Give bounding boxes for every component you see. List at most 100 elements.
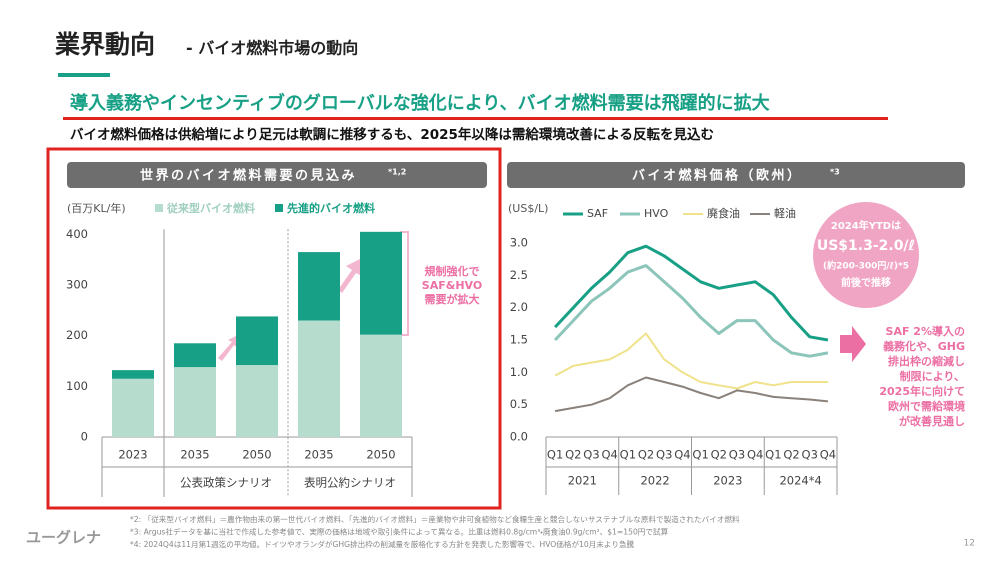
chart-header [507, 162, 965, 188]
bar-segment [174, 343, 216, 368]
legend-swatch [155, 204, 163, 212]
bar-segment [112, 370, 154, 379]
x-tick-label: 2035 [304, 448, 333, 462]
x-tick-label: Q1 [620, 448, 636, 462]
x-tick-label: Q3 [656, 448, 672, 462]
bar-segment [360, 334, 402, 437]
bar-segment [174, 367, 216, 437]
annotation: 2025年に向けて [879, 384, 965, 398]
footnote: *2: 「従来型バイオ燃料」＝農作物由来の第一世代バイオ燃料、「先進的バイオ燃料… [130, 514, 740, 524]
y-tick-label: 100 [66, 379, 88, 393]
callout-text: US$1.3-2.0/ℓ [817, 238, 915, 254]
x-group-label: 表明公約シナリオ [304, 476, 396, 490]
y-tick-label: 0.0 [510, 430, 528, 444]
x-tick-label: Q2 [565, 448, 581, 462]
y-axis-label: (US$/L) [508, 202, 548, 215]
legend-label: 従来型バイオ燃料 [166, 201, 255, 215]
annotation: 需要が拡大 [425, 292, 480, 306]
legend-label: HVO [644, 207, 669, 220]
chart-header [67, 162, 487, 188]
y-tick-label: 1.5 [510, 333, 528, 347]
annotation: SAF&HVO [422, 279, 482, 292]
annotation: が改善見通し [899, 414, 965, 428]
subheadline: バイオ燃料価格は供給増により足元は軟調に推移するも、2025年以降は需給環境改善… [70, 126, 714, 143]
callout-text: (約200-300円/ℓ)*5 [823, 260, 909, 272]
bracket [400, 231, 409, 336]
highlight-box [46, 147, 502, 510]
headline-underline [63, 117, 888, 120]
callout-circle [813, 202, 919, 308]
price-line [554, 264, 829, 358]
chart-title: 世界のバイオ燃料需要の見込み [140, 168, 357, 184]
headline: 導入義務やインセンティブのグローバルな強化により、バイオ燃料需要は飛躍的に拡大 [70, 92, 770, 114]
bar-segment [298, 320, 340, 437]
x-tick-label: Q4 [601, 448, 617, 462]
y-tick-label: 200 [66, 328, 88, 342]
x-tick-label: Q3 [802, 448, 818, 462]
chart-title: バイオ燃料価格（欧州） [632, 168, 803, 184]
x-tick-label: Q2 [783, 448, 799, 462]
callout-arrow [840, 326, 866, 362]
x-tick-label: 2035 [180, 448, 209, 462]
x-tick-label: 2023 [118, 448, 147, 462]
bar-segment [298, 252, 340, 321]
price-line [554, 332, 828, 390]
x-tick-label: Q4 [674, 448, 690, 462]
x-group-label: 2024*4 [779, 474, 821, 488]
y-tick-label: 1.0 [510, 365, 528, 379]
y-tick-label: 3.0 [510, 236, 528, 250]
x-tick-label: Q1 [547, 448, 563, 462]
page-title: 業界動向 [55, 30, 155, 59]
legend-label: 廃食油 [707, 206, 740, 220]
price-line [554, 376, 829, 413]
legend-swatch [275, 204, 283, 212]
x-tick-label: 2050 [366, 448, 395, 462]
y-tick-label: 400 [66, 227, 88, 241]
annotation: 欧州で需給環境 [888, 399, 965, 413]
price-line [554, 244, 829, 342]
annotation: SAF 2%導入の [886, 324, 965, 338]
growth-arrow [338, 258, 362, 293]
x-tick-label: Q2 [638, 448, 654, 462]
x-tick-label: Q4 [820, 448, 836, 462]
logo: ユーグレナ [26, 529, 101, 547]
bar-segment [236, 365, 278, 437]
legend-label: 先進的バイオ燃料 [287, 201, 375, 215]
x-tick-label: Q1 [765, 448, 781, 462]
annotation: 規制強化で [425, 264, 480, 278]
y-axis-label: (百万KL/年) [67, 201, 126, 215]
y-tick-label: 0 [81, 430, 88, 444]
x-tick-label: Q3 [729, 448, 745, 462]
x-tick-label: Q3 [583, 448, 599, 462]
x-tick-label: Q2 [711, 448, 727, 462]
chart-title-note: *1,2 [388, 168, 406, 177]
callout-text: 2024年YTDは [831, 219, 901, 232]
y-tick-label: 0.5 [510, 397, 528, 411]
x-tick-label: Q4 [747, 448, 763, 462]
footnote: *4: 2024Q4は11月第1週迄の平均値。ドイツやオランダがGHG排出枠の削… [130, 539, 635, 549]
y-tick-label: 300 [66, 278, 88, 292]
y-tick-label: 2.0 [510, 300, 528, 314]
x-tick-label: 2050 [242, 448, 271, 462]
growth-arrow [218, 334, 240, 361]
x-tick-label: Q1 [692, 448, 708, 462]
annotation: 制限により、 [900, 369, 965, 383]
bar-segment [236, 316, 278, 366]
annotation: 義務化や、GHG [883, 339, 965, 353]
annotation: 排出枠の縮減し [888, 354, 965, 368]
title-accent [58, 73, 110, 77]
page-subtitle: - バイオ燃料市場の動向 [186, 39, 358, 58]
legend-label: SAF [587, 207, 608, 220]
callout-text: 前後で推移 [841, 276, 891, 289]
chart-title-note: *3 [830, 168, 840, 177]
bar-segment [360, 231, 402, 335]
legend-label: 軽油 [774, 206, 796, 220]
y-tick-label: 2.5 [510, 268, 528, 282]
x-group-label: 2021 [568, 474, 597, 488]
x-group-label: 2022 [640, 474, 669, 488]
x-group-label: 2023 [713, 474, 742, 488]
x-group-label: 公表政策シナリオ [180, 476, 272, 490]
bar-segment [112, 378, 154, 437]
footnote: *3: Argus社データを基に当社で作成した参考値で、実際の価格は地域や取引条… [130, 527, 669, 537]
